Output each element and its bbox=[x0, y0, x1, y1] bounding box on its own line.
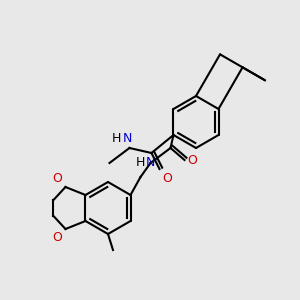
Text: H: H bbox=[112, 132, 122, 145]
Text: O: O bbox=[52, 172, 62, 185]
Text: O: O bbox=[188, 154, 197, 167]
Text: N: N bbox=[146, 155, 155, 169]
Text: N: N bbox=[123, 132, 132, 145]
Text: O: O bbox=[163, 172, 172, 185]
Text: O: O bbox=[52, 231, 62, 244]
Text: H: H bbox=[136, 155, 146, 169]
